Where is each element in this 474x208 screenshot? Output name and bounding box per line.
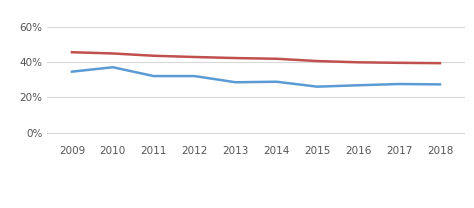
Line: Orlando Science Middle High Charter: Orlando Science Middle High Charter: [72, 67, 440, 87]
Orlando Science Middle High Charter: [233, 81, 238, 83]
(FL) State Average: [437, 62, 443, 64]
(FL) State Average: [314, 60, 320, 62]
(FL) State Average: [110, 52, 116, 55]
(FL) State Average: [69, 51, 75, 53]
Orlando Science Middle High Charter: [110, 66, 116, 68]
Orlando Science Middle High Charter: [356, 84, 361, 87]
Line: (FL) State Average: (FL) State Average: [72, 52, 440, 63]
Orlando Science Middle High Charter: [151, 75, 156, 77]
(FL) State Average: [192, 56, 198, 58]
Orlando Science Middle High Charter: [192, 75, 198, 77]
(FL) State Average: [396, 62, 402, 64]
Orlando Science Middle High Charter: [314, 85, 320, 88]
Orlando Science Middle High Charter: [396, 83, 402, 85]
(FL) State Average: [273, 58, 279, 60]
Orlando Science Middle High Charter: [69, 71, 75, 73]
(FL) State Average: [356, 61, 361, 64]
(FL) State Average: [151, 54, 156, 57]
(FL) State Average: [233, 57, 238, 59]
Orlando Science Middle High Charter: [437, 83, 443, 86]
Orlando Science Middle High Charter: [273, 80, 279, 83]
